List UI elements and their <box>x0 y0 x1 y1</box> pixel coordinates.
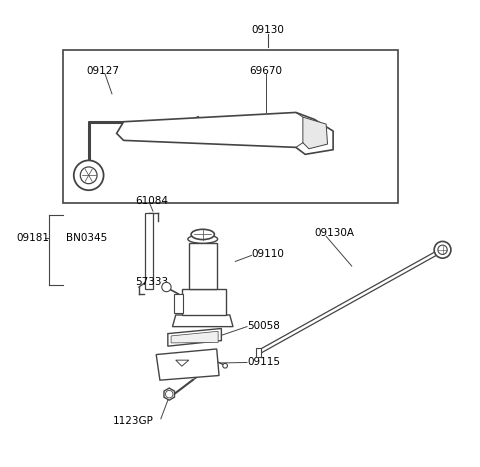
Polygon shape <box>117 113 333 155</box>
Text: 57333: 57333 <box>135 277 168 287</box>
Bar <box>189 243 216 290</box>
Text: 09110: 09110 <box>252 249 285 260</box>
Polygon shape <box>164 388 174 400</box>
Polygon shape <box>172 315 233 326</box>
Bar <box>174 294 183 312</box>
Circle shape <box>162 283 171 292</box>
Text: 61084: 61084 <box>135 196 168 206</box>
Polygon shape <box>156 349 219 380</box>
Circle shape <box>74 160 104 190</box>
Polygon shape <box>303 117 327 149</box>
Polygon shape <box>168 328 221 346</box>
Ellipse shape <box>191 229 215 240</box>
Circle shape <box>434 241 451 258</box>
Bar <box>256 347 262 357</box>
Circle shape <box>438 245 447 255</box>
Bar <box>63 50 398 203</box>
Circle shape <box>223 363 228 368</box>
Text: 50058: 50058 <box>247 321 280 331</box>
Circle shape <box>80 167 97 184</box>
Text: 09181: 09181 <box>16 233 49 243</box>
Bar <box>145 212 153 290</box>
Ellipse shape <box>188 235 217 243</box>
Text: 69670: 69670 <box>249 66 282 77</box>
Text: 1123GP: 1123GP <box>112 416 153 426</box>
Polygon shape <box>171 331 218 343</box>
Bar <box>182 290 226 315</box>
Text: 09115: 09115 <box>247 356 280 367</box>
Text: 09130: 09130 <box>252 25 284 35</box>
Circle shape <box>166 390 173 398</box>
Text: 09130A: 09130A <box>314 228 355 239</box>
Text: BN0345: BN0345 <box>66 233 107 243</box>
Polygon shape <box>176 360 189 366</box>
Text: 09127: 09127 <box>86 66 120 77</box>
